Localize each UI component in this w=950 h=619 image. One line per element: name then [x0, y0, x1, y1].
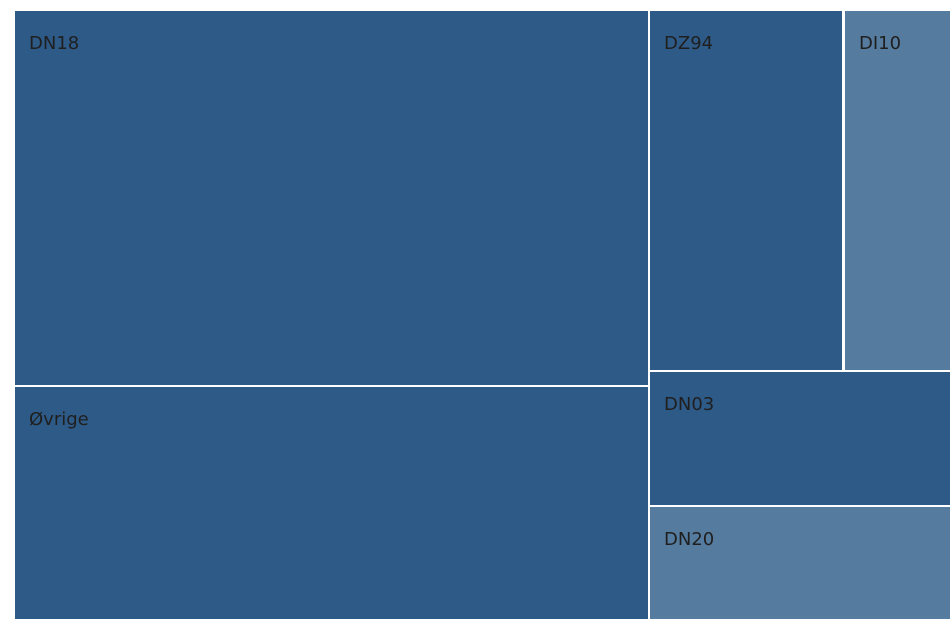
treemap-tile-label--vrige: Øvrige	[29, 409, 89, 430]
treemap-tile-label-di10: DI10	[859, 33, 901, 54]
treemap-tile--vrige[interactable]	[15, 387, 648, 619]
treemap-tile-dn20[interactable]	[650, 507, 950, 619]
treemap-tile-dn18[interactable]	[15, 11, 648, 385]
treemap-tile-label-dn03: DN03	[664, 394, 714, 415]
treemap-tile-dz94[interactable]	[650, 11, 842, 370]
treemap-tile-di10[interactable]	[845, 11, 950, 370]
treemap-tile-label-dn18: DN18	[29, 33, 79, 54]
treemap-tile-label-dn20: DN20	[664, 529, 714, 550]
treemap-tiles: DN18 Øvrige DZ94 DI10 DN03 DN20	[15, 11, 950, 619]
treemap-tile-label-dz94: DZ94	[664, 33, 713, 54]
treemap-tile-dn03[interactable]	[650, 372, 950, 505]
